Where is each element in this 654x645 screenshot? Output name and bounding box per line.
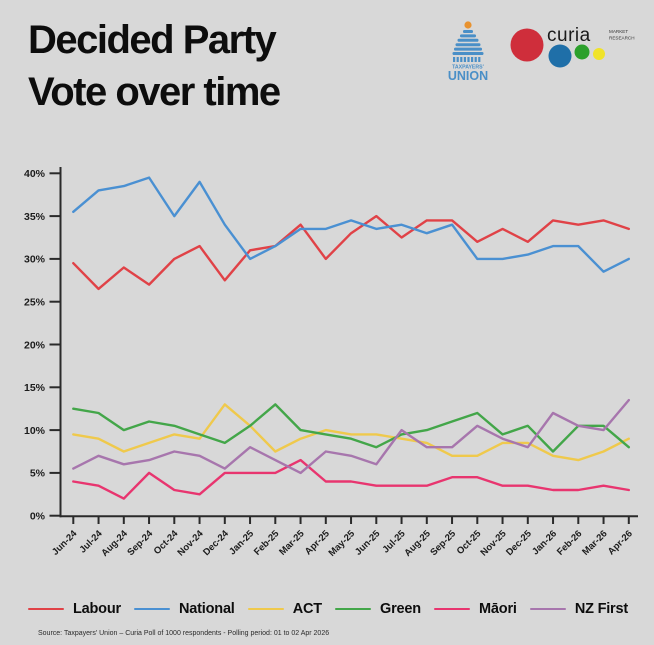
x-tick-label: Mar-26 [580, 528, 609, 557]
legend-swatch [529, 607, 566, 611]
legend-item-act: ACT [247, 601, 322, 617]
page-title: Decided Party Vote over time [28, 14, 281, 118]
x-tick-label: Feb-25 [252, 528, 282, 558]
y-tick-label: 20% [24, 339, 46, 351]
x-tick-label: Aug-25 [402, 528, 433, 559]
legend-swatch [247, 607, 284, 611]
title-line-1: Decided Party [28, 18, 277, 62]
x-tick-label: Dec-25 [504, 528, 534, 558]
curia-wordmark: curia [547, 25, 591, 46]
x-tick-label: Sep-24 [125, 528, 155, 558]
legend-swatch [28, 607, 64, 611]
x-tick-label: Jun-25 [353, 528, 383, 558]
legend-item-māori: Māori [434, 601, 517, 617]
legend-item-national: National [134, 601, 235, 617]
x-tick-label: Jun-24 [50, 528, 80, 558]
x-tick-label: Jan-26 [530, 528, 559, 557]
title-line-2: Vote over time [28, 70, 281, 114]
y-tick-label: 10% [24, 425, 46, 437]
x-tick-label: Nov-24 [175, 528, 206, 559]
chart-legend: Labour National ACT Green Māori NZ First [28, 601, 628, 617]
x-tick-label: May-25 [327, 528, 358, 559]
series-line-labour [72, 214, 630, 291]
source-note: Source: Taxpayers' Union – Curia Poll of… [38, 630, 330, 637]
x-tick-label: Nov-25 [478, 528, 509, 559]
beehive-icon [452, 30, 484, 62]
legend-label: Māori [479, 601, 517, 617]
legend-swatch [434, 607, 471, 611]
legend-label: National [179, 601, 235, 617]
logo-row: TAXPAYERS' UNION curia MARKET RESEARCH [442, 20, 642, 86]
curia-red-circle [510, 28, 544, 62]
x-tick-label: Jan-25 [227, 528, 257, 558]
curia-logo: curia MARKET RESEARCH [510, 25, 635, 68]
y-tick-label: 35% [24, 211, 46, 223]
legend-item-nz-first: NZ First [529, 601, 628, 617]
legend-label: NZ First [574, 601, 628, 617]
series-line-māori [72, 458, 630, 500]
series-line-nz-first [72, 398, 630, 475]
series-line-act [72, 403, 630, 462]
beehive-columns [453, 57, 481, 62]
legend-item-green: Green [335, 601, 421, 617]
taxpayers-union-logo: TAXPAYERS' UNION [448, 21, 488, 83]
x-tick-label: Aug-24 [99, 528, 130, 559]
y-tick-label: 40% [24, 168, 46, 180]
x-tick-label: Apr-26 [606, 528, 635, 557]
beehive-top-dot [464, 21, 472, 29]
curia-tagline-research: RESEARCH [609, 36, 635, 41]
union-label: UNION [448, 69, 488, 83]
y-tick-label: 0% [30, 511, 46, 523]
series-line-national [72, 176, 630, 273]
y-tick-label: 15% [24, 382, 46, 394]
legend-label: Labour [73, 601, 121, 617]
x-tick-label: Mar-25 [277, 528, 307, 558]
y-tick-label: 25% [24, 297, 46, 309]
x-tick-label: Dec-24 [201, 528, 231, 558]
series-line-green [72, 403, 630, 453]
legend-label: ACT [292, 601, 322, 617]
curia-green-circle [574, 44, 590, 60]
y-tick-label: 5% [30, 468, 46, 480]
x-tick-label: Sep-25 [428, 528, 458, 558]
curia-yellow-circle [593, 48, 605, 60]
curia-blue-circle [548, 44, 572, 68]
y-tick-label: 30% [24, 254, 46, 266]
legend-label: Green [380, 601, 421, 617]
curia-tagline-market: MARKET [609, 29, 628, 34]
legend-swatch [335, 607, 372, 611]
legend-swatch [134, 607, 171, 611]
x-tick-label: Feb-26 [555, 528, 584, 557]
legend-item-labour: Labour [28, 601, 121, 617]
taxpayers-label: TAXPAYERS' [452, 65, 484, 71]
